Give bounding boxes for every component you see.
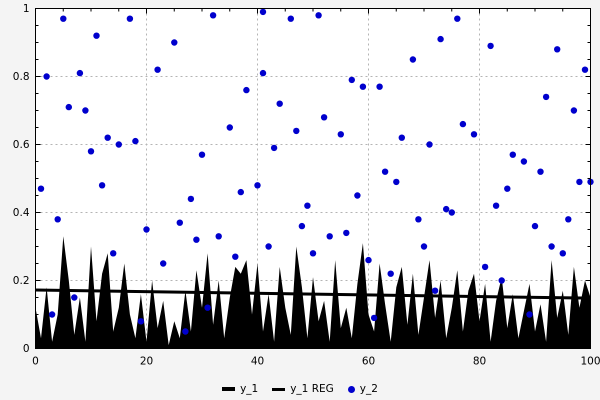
- legend-item-y1: y_1: [222, 383, 258, 395]
- svg-text:0.4: 0.4: [13, 207, 30, 219]
- svg-text:80: 80: [473, 356, 486, 368]
- legend-label-y2: y_2: [359, 383, 378, 395]
- y2-point-swatch-icon: [347, 385, 355, 393]
- legend-item-y1reg: y_1 REG: [272, 383, 334, 395]
- svg-text:40: 40: [251, 356, 264, 368]
- legend: y_1 y_1 REG y_2: [0, 383, 600, 395]
- y1reg-line-swatch-icon: [272, 387, 286, 391]
- legend-item-y2: y_2: [347, 383, 378, 395]
- svg-text:0: 0: [23, 343, 30, 355]
- plot-border: [35, 8, 591, 349]
- svg-text:0: 0: [32, 356, 39, 368]
- grid-layer: [35, 8, 591, 349]
- tick-labels: 0 20 40 60 80 100 0 0.2 0.4 0.6 0.8 1: [13, 3, 600, 368]
- scatter-series-y2: [37, 8, 594, 335]
- legend-label-y1: y_1: [240, 383, 259, 395]
- svg-text:0.6: 0.6: [13, 139, 30, 151]
- svg-text:100: 100: [580, 356, 600, 368]
- svg-text:0.2: 0.2: [13, 275, 30, 287]
- y1-area-swatch-icon: [222, 387, 236, 391]
- svg-text:20: 20: [140, 356, 153, 368]
- svg-text:0.8: 0.8: [13, 71, 30, 83]
- svg-text:1: 1: [23, 3, 30, 15]
- regression-line-y1reg: [35, 288, 591, 300]
- area-series-y1: [35, 236, 591, 349]
- svg-text:60: 60: [362, 356, 375, 368]
- legend-label-y1reg: y_1 REG: [290, 383, 334, 395]
